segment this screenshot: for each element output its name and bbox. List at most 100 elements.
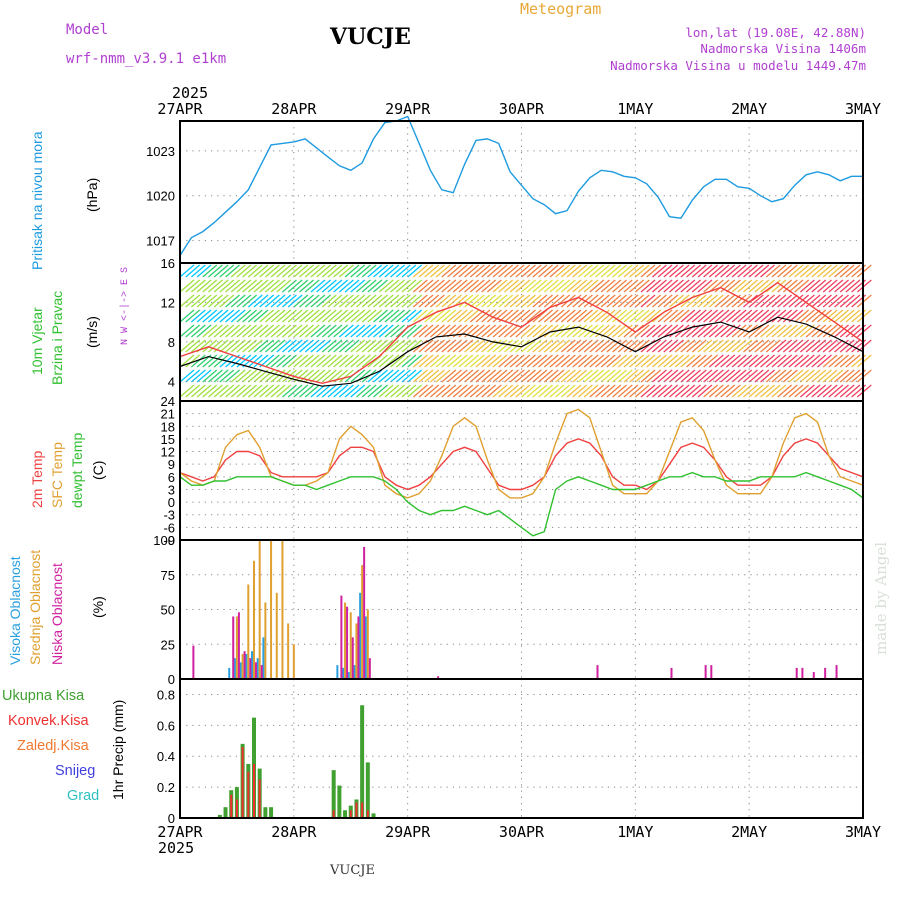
wind-barb bbox=[486, 309, 502, 323]
wind-barb bbox=[276, 264, 292, 278]
wind-barb bbox=[799, 294, 815, 308]
wind-barb bbox=[213, 324, 229, 338]
wind-barb bbox=[669, 369, 684, 383]
wind-barb bbox=[509, 309, 525, 323]
wind-barb bbox=[777, 384, 793, 398]
wind-barb bbox=[708, 264, 724, 278]
wind-barb bbox=[452, 384, 468, 398]
grid bbox=[180, 679, 863, 818]
wind-barb bbox=[469, 369, 485, 383]
wind-barb bbox=[856, 264, 872, 278]
wind-barb bbox=[782, 279, 798, 293]
wind-barb bbox=[765, 339, 781, 353]
wind-barb bbox=[538, 309, 553, 323]
wind-barb bbox=[384, 279, 400, 293]
wind-barb bbox=[731, 354, 747, 368]
wind-barb bbox=[549, 294, 565, 308]
wind-barb bbox=[583, 369, 599, 383]
wind-barb bbox=[264, 294, 280, 308]
y-tick-label: 4 bbox=[168, 374, 175, 389]
wind-barb bbox=[691, 264, 707, 278]
wind-barb bbox=[589, 264, 605, 278]
y-tick-label: 12 bbox=[161, 295, 175, 310]
wind-barb bbox=[469, 264, 485, 278]
date-tick-top: 27APR bbox=[157, 100, 203, 118]
wind-barb bbox=[424, 369, 440, 383]
visoka-oblacnost-bar bbox=[262, 637, 265, 679]
visoka-oblacnost-bar bbox=[336, 665, 339, 679]
wind-barb bbox=[509, 369, 525, 383]
wind-barb bbox=[469, 324, 485, 338]
wind-barb bbox=[264, 339, 280, 353]
wind-barb bbox=[430, 369, 445, 383]
y-tick-label: 6 bbox=[168, 470, 175, 485]
wind-barb bbox=[515, 369, 531, 383]
visoka-oblacnost-bar bbox=[256, 658, 259, 679]
t2m-label: 2m Temp bbox=[29, 450, 45, 508]
visoka-oblacnost-bar bbox=[359, 592, 362, 679]
wind-barb bbox=[532, 294, 548, 308]
wind-barb bbox=[743, 369, 758, 383]
wind-barb bbox=[589, 324, 605, 338]
wind-barb bbox=[703, 279, 719, 293]
wind-barb bbox=[253, 354, 269, 368]
wind-barb bbox=[708, 339, 724, 353]
wind-barb bbox=[418, 294, 434, 308]
wind-barb bbox=[526, 279, 542, 293]
wind-barb bbox=[213, 369, 229, 383]
snow-label: Snijeg bbox=[55, 763, 95, 779]
wind-barb bbox=[606, 294, 622, 308]
2m-temp-line bbox=[179, 438, 864, 491]
niska-oblacnost-bar bbox=[249, 658, 252, 679]
wind-barb bbox=[634, 294, 650, 308]
wind-barb bbox=[760, 354, 775, 368]
wind-barb bbox=[373, 264, 388, 278]
wind-barb bbox=[344, 339, 360, 353]
wind-barb bbox=[407, 324, 423, 338]
year-bottom: 2025 bbox=[158, 839, 194, 857]
y-tick-label: 0.6 bbox=[157, 718, 175, 733]
wind-barb bbox=[822, 294, 838, 308]
konvek-kisa-bar bbox=[258, 779, 261, 818]
meteogram-label: Meteogram bbox=[520, 0, 601, 18]
niska-oblacnost-bar bbox=[192, 645, 195, 679]
wind-barb bbox=[208, 264, 223, 278]
date-axis-bottom: 27APR 28APR 29APR 30APR 1MAY 2MAY 3MAY bbox=[157, 823, 881, 841]
wind-barb bbox=[435, 354, 451, 368]
wind-barb bbox=[367, 294, 383, 308]
wind-barb bbox=[361, 324, 377, 338]
wind-barb bbox=[242, 369, 258, 383]
wind-barb bbox=[543, 294, 559, 308]
wind-barb bbox=[356, 294, 371, 308]
wind-barb bbox=[435, 294, 451, 308]
wind-barb bbox=[253, 339, 269, 353]
niska-oblacnost-bar bbox=[710, 665, 713, 679]
wind-barb bbox=[458, 369, 474, 383]
srednja-oblacnost-bar bbox=[287, 623, 290, 679]
visoka-oblacnost-bar bbox=[233, 658, 236, 679]
wind-barb bbox=[293, 264, 309, 278]
wind-barb bbox=[424, 264, 440, 278]
wind-barb bbox=[629, 384, 645, 398]
wind-barb bbox=[424, 339, 440, 353]
wind-barb bbox=[236, 264, 252, 278]
wind-barb bbox=[378, 324, 394, 338]
wind-barb bbox=[794, 384, 810, 398]
wind-barb bbox=[566, 309, 582, 323]
wind-barb bbox=[247, 339, 263, 353]
wind-barb bbox=[839, 279, 855, 293]
visoka-oblacnost-bar bbox=[364, 616, 367, 679]
wind-barb bbox=[595, 264, 610, 278]
wind-barb bbox=[350, 264, 366, 278]
wind-barb bbox=[794, 279, 810, 293]
srednja-oblacnost-bar bbox=[292, 644, 295, 679]
konvek-kisa-bar bbox=[252, 763, 255, 818]
wind-barb bbox=[532, 264, 548, 278]
wind-barb bbox=[828, 354, 844, 368]
wind-barb bbox=[691, 279, 707, 293]
wind-barb bbox=[185, 279, 201, 293]
wind-barb bbox=[777, 264, 793, 278]
wind-barb bbox=[395, 294, 411, 308]
wind-barb bbox=[458, 264, 474, 278]
wind-barb bbox=[486, 324, 502, 338]
